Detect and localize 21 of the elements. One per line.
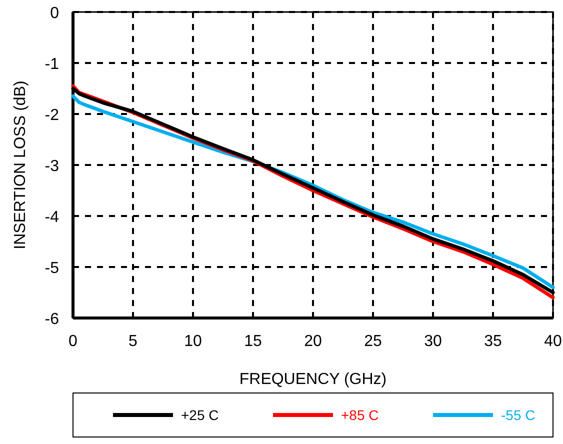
y-tick-label: -4 [44,209,60,226]
x-tick-label: 15 [244,333,262,350]
y-tick-label: -1 [44,56,60,73]
y-axis-title: INSERTION LOSS (dB) [12,80,29,250]
legend-label: -55 C [501,407,536,423]
y-tick-label: -3 [44,158,60,175]
x-tick-label: 20 [304,333,322,350]
legend-label: +25 C [181,407,219,423]
x-tick-label: 30 [424,333,442,350]
y-tick-label: -6 [44,311,60,328]
x-tick-label: 25 [364,333,382,350]
x-tick-label: 5 [128,333,138,350]
y-tick-label: 0 [50,5,60,22]
y-tick-label: -2 [44,107,60,124]
x-tick-label: 35 [484,333,502,350]
legend-label: +85 C [341,407,379,423]
y-tick-label: -5 [44,260,60,277]
x-tick-label: 0 [68,333,78,350]
x-tick-label: 10 [184,333,202,350]
x-axis-title: FREQUENCY (GHz) [239,371,387,388]
x-tick-label: 40 [544,333,562,350]
